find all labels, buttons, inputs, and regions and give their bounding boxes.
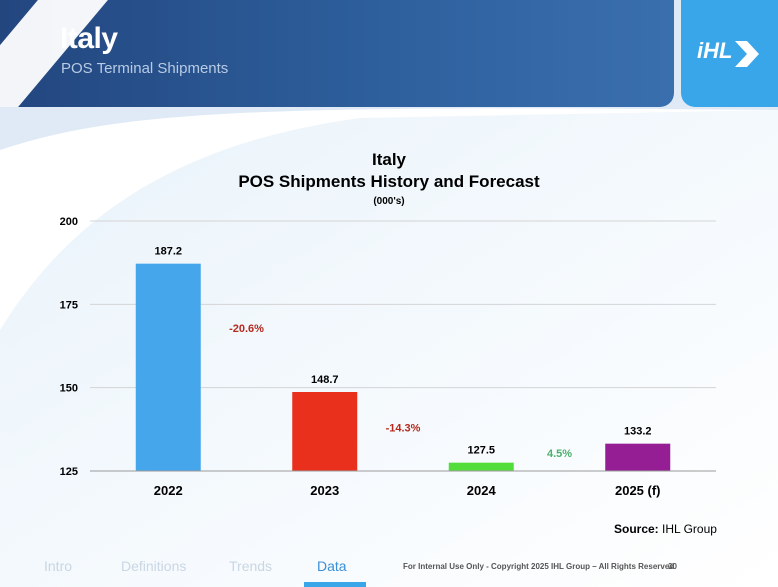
chart-unit-label: (000's)	[373, 196, 405, 207]
logo-box	[681, 0, 778, 107]
data-label-1: 148.7	[311, 374, 339, 386]
nav-data[interactable]: Data	[317, 558, 347, 574]
x-tick-label-3: 2025 (f)	[615, 483, 661, 498]
bar-1	[292, 392, 358, 471]
data-label-3: 133.2	[624, 426, 652, 438]
chart-subtitle: POS Shipments History and Forecast	[238, 172, 540, 191]
source-prefix: Source:	[614, 522, 659, 536]
bar-0	[135, 263, 201, 471]
page-subtitle: POS Terminal Shipments	[61, 60, 229, 77]
source-text: IHL Group	[658, 522, 717, 536]
data-label-2: 127.5	[467, 445, 495, 457]
nav-intro[interactable]: Intro	[44, 558, 73, 574]
nav-trends[interactable]: Trends	[229, 558, 273, 574]
x-tick-label-0: 2022	[154, 483, 183, 498]
copyright-text: For Internal Use Only - Copyright 2025 I…	[403, 562, 675, 571]
x-tick-label-2: 2024	[467, 483, 497, 498]
change-label-1: -14.3%	[386, 422, 421, 434]
page-number: 30	[668, 562, 677, 571]
ihl-logo: iHL	[697, 38, 733, 63]
bar-3	[605, 443, 671, 471]
y-tick-label-2: 150	[60, 383, 78, 395]
chevron-right-icon	[735, 41, 759, 67]
y-tick-label-0: 200	[60, 216, 78, 228]
change-label-2: 4.5%	[547, 448, 572, 460]
change-label-0: -20.6%	[229, 323, 264, 335]
nav-definitions[interactable]: Definitions	[121, 558, 187, 574]
header-banner	[0, 0, 674, 107]
page-title: Italy	[60, 22, 118, 55]
nav-active-indicator	[304, 582, 366, 587]
source-note: Source: IHL Group	[614, 522, 717, 536]
chart-title: Italy	[371, 150, 407, 169]
bar-2	[448, 462, 514, 471]
y-tick-label-3: 125	[60, 466, 78, 478]
x-tick-label-1: 2023	[310, 483, 339, 498]
y-tick-label-1: 175	[60, 299, 78, 311]
data-label-0: 187.2	[154, 246, 182, 258]
